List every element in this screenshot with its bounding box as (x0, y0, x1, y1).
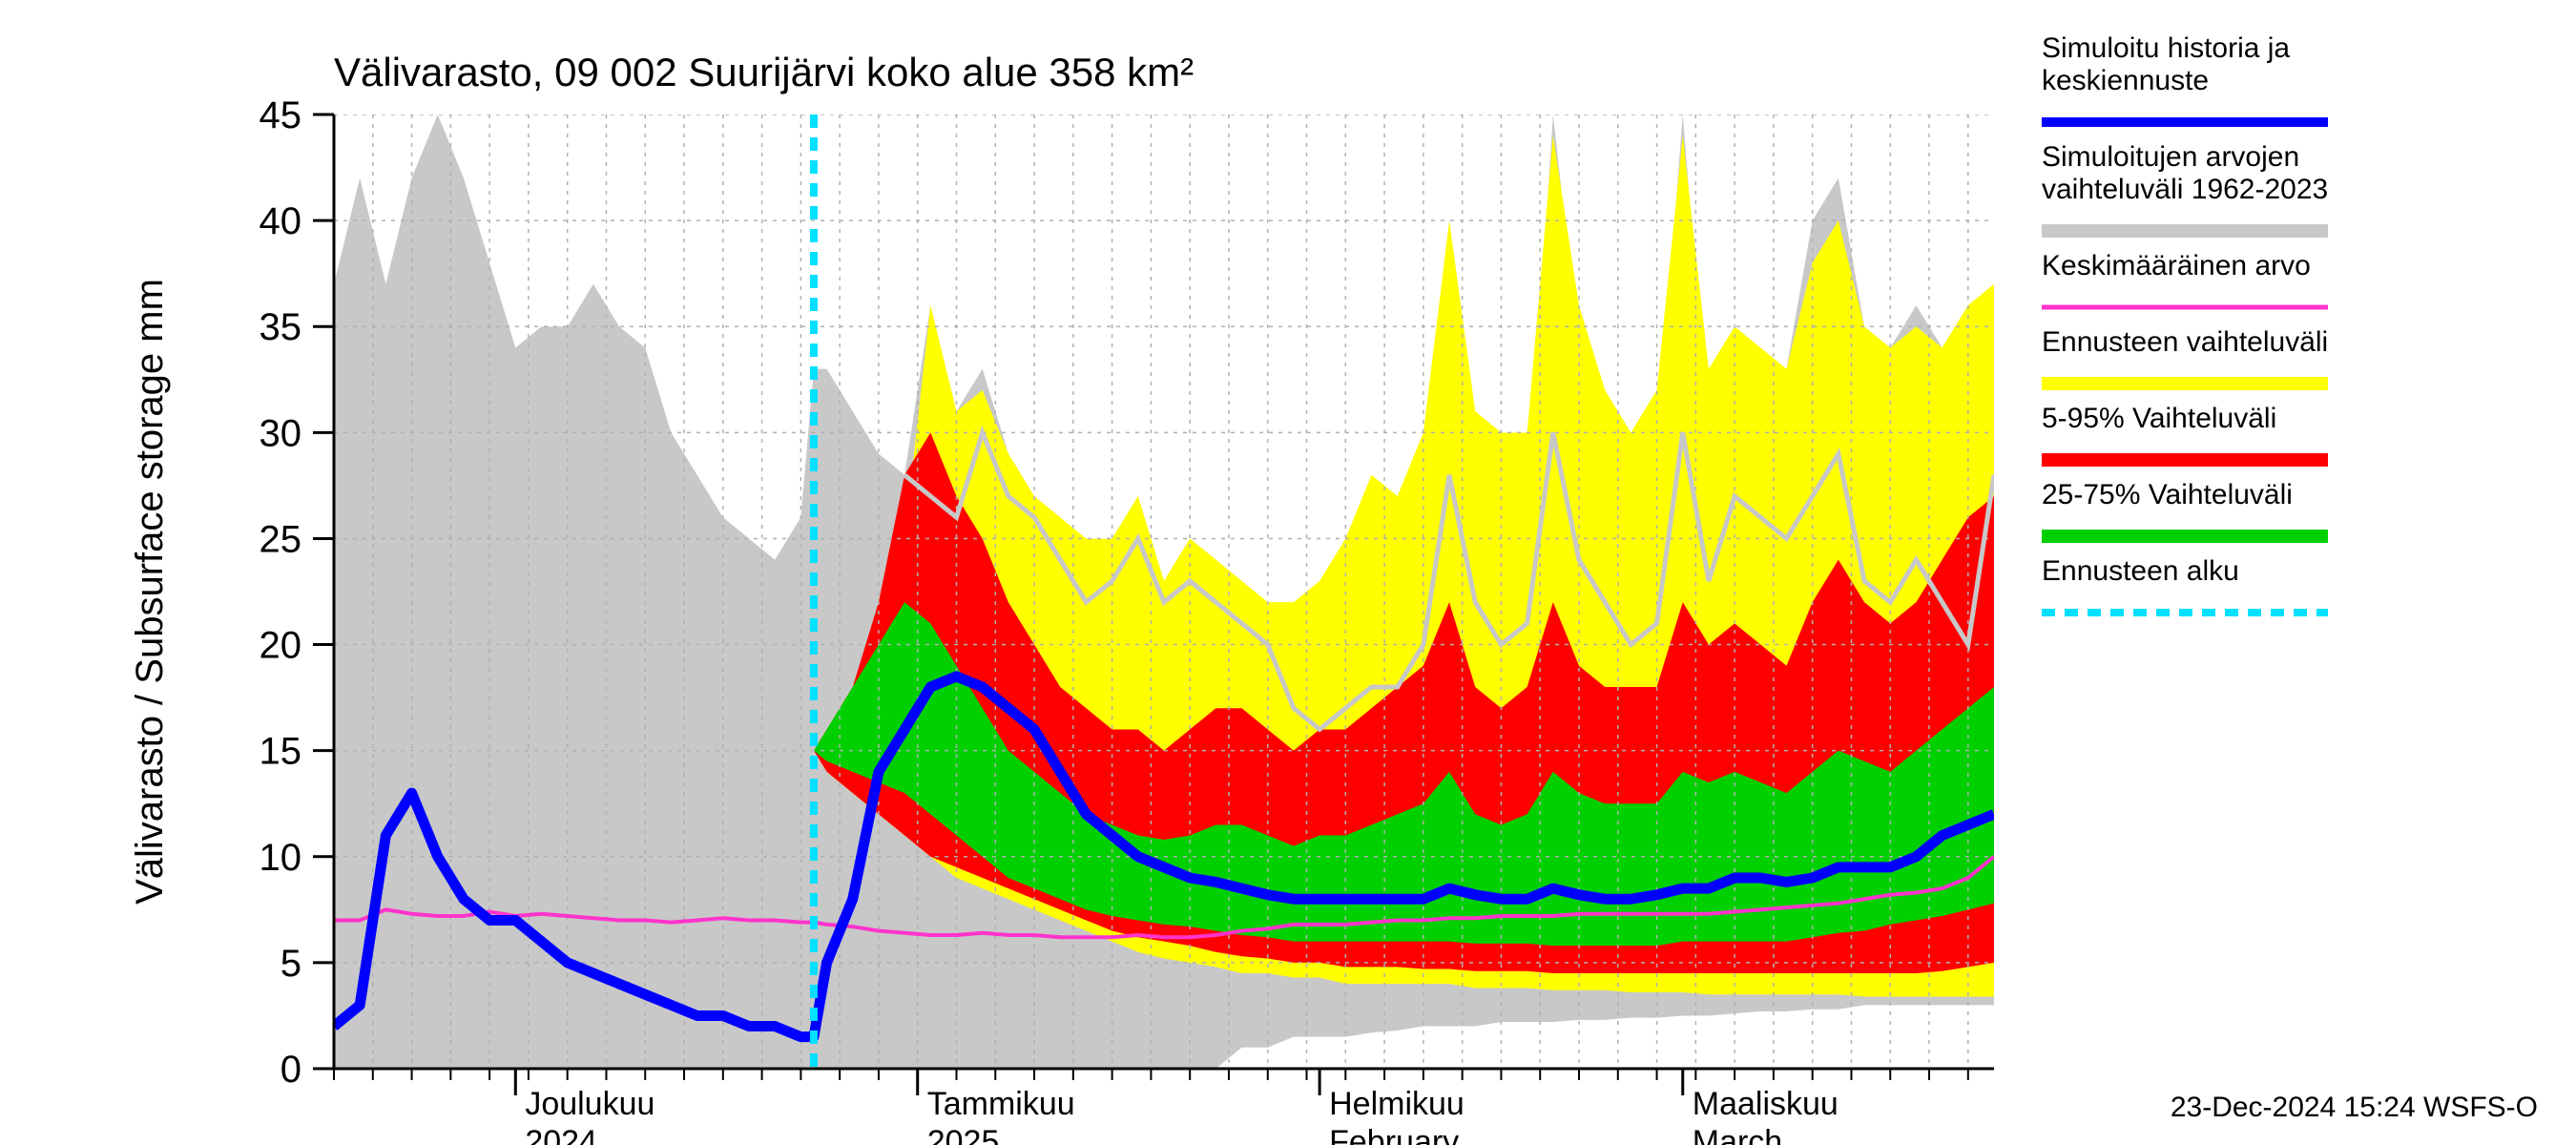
y-tick-label: 30 (260, 412, 302, 454)
legend-label: vaihteluväli 1962-2023 (2042, 174, 2328, 205)
x-month-label: Helmikuu (1329, 1086, 1465, 1122)
legend-label: 5-95% Vaihteluväli (2042, 403, 2276, 434)
legend-label: Keskimääräinen arvo (2042, 250, 2311, 281)
legend-label: 25-75% Vaihteluväli (2042, 479, 2293, 510)
legend-label: keskiennuste (2042, 65, 2209, 96)
legend-label: Ennusteen alku (2042, 555, 2239, 587)
x-month-sublabel: March (1693, 1124, 1782, 1145)
y-tick-label: 25 (260, 518, 302, 560)
chart-title: Välivarasto, 09 002 Suurijärvi koko alue… (334, 50, 1194, 94)
y-tick-label: 5 (280, 943, 301, 985)
legend-label: Simuloitujen arvojen (2042, 141, 2299, 173)
y-tick-label: 20 (260, 625, 302, 667)
legend-label: Ennusteen vaihteluväli (2042, 326, 2328, 358)
y-axis-label: Välivarasto / Subsurface storage mm (129, 279, 171, 905)
x-month-label: Tammikuu (927, 1086, 1075, 1122)
x-month-label: Joulukuu (525, 1086, 654, 1122)
x-month-sublabel: February (1329, 1124, 1459, 1145)
subsurface-storage-chart: 051015202530354045Joulukuu2024Tammikuu20… (0, 0, 2576, 1145)
x-month-sublabel: 2024 (525, 1124, 597, 1145)
y-tick-label: 35 (260, 306, 302, 348)
y-tick-label: 45 (260, 94, 302, 136)
y-tick-label: 15 (260, 731, 302, 773)
x-month-sublabel: 2025 (927, 1124, 1000, 1145)
y-tick-label: 10 (260, 837, 302, 879)
chart-timestamp: 23-Dec-2024 15:24 WSFS-O (2171, 1092, 2538, 1123)
y-tick-label: 40 (260, 200, 302, 242)
legend-label: Simuloitu historia ja (2042, 32, 2290, 64)
y-tick-label: 0 (280, 1049, 301, 1091)
x-month-label: Maaliskuu (1693, 1086, 1839, 1122)
